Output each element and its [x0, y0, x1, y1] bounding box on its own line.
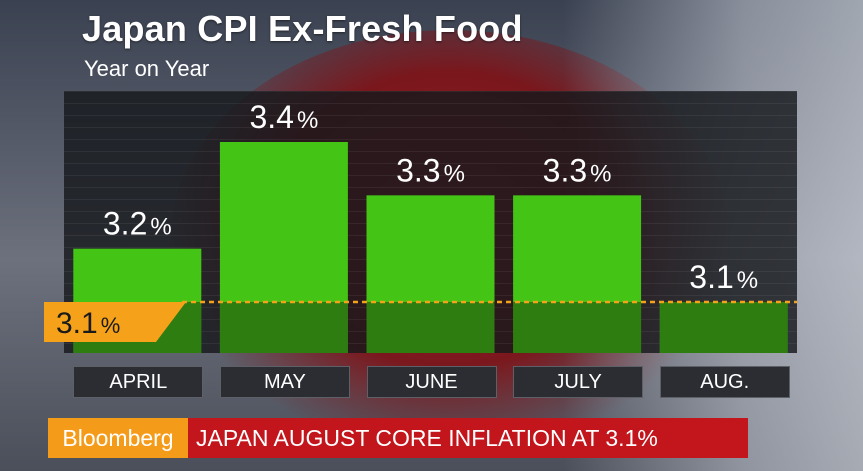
- tick-label: JUNE: [366, 366, 497, 398]
- bloomberg-logo: Bloomberg: [48, 418, 188, 458]
- tick-label: AUG.: [659, 366, 790, 398]
- data-label: 3.1%: [689, 259, 758, 295]
- bar-shade: [366, 302, 495, 353]
- chart-subtitle: Year on Year: [84, 56, 210, 81]
- bar-aug: [659, 302, 788, 353]
- chart-title: Japan CPI Ex-Fresh Food: [82, 8, 523, 49]
- tick-label: APRIL: [73, 366, 204, 398]
- data-label: 3.3%: [543, 152, 612, 188]
- bar-shade: [513, 302, 642, 353]
- news-ticker: Bloomberg JAPAN AUGUST CORE INFLATION AT…: [48, 418, 748, 458]
- bar-june: [366, 195, 495, 353]
- data-label: 3.3%: [396, 152, 465, 188]
- reference-tag: [44, 302, 186, 342]
- bar-shade: [219, 302, 348, 353]
- bar-shade: [659, 302, 788, 353]
- data-label: 3.4%: [249, 99, 318, 135]
- ticker-headline: JAPAN AUGUST CORE INFLATION AT 3.1%: [196, 425, 658, 451]
- reference-label: 3.1%: [56, 307, 120, 340]
- bar-july: [513, 195, 642, 353]
- tick-label: MAY: [219, 366, 350, 398]
- data-label: 3.2%: [103, 206, 172, 242]
- bar-may: [219, 142, 348, 353]
- tick-label: JULY: [513, 366, 644, 398]
